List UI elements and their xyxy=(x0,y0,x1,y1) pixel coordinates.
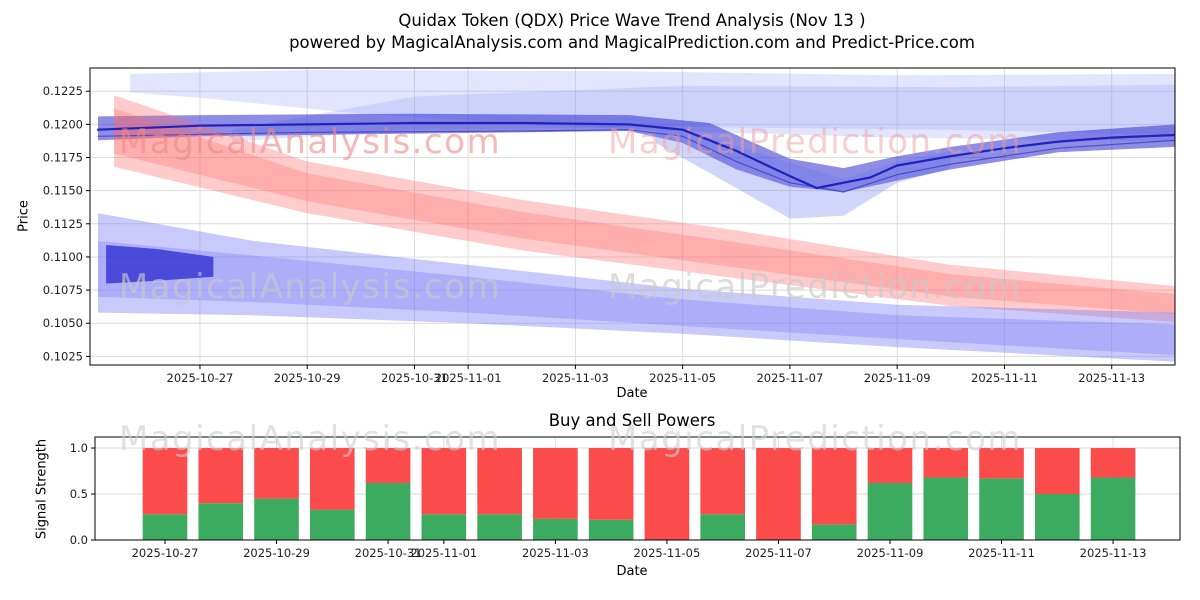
watermark-text: MagicalAnalysis.com xyxy=(119,267,501,307)
svg-text:2025-10-31: 2025-10-31 xyxy=(355,546,422,560)
signal-chart-title: Buy and Sell Powers xyxy=(548,411,716,430)
buy-bar xyxy=(309,509,355,540)
buy-bar xyxy=(588,519,634,540)
price-x-axis-label: Date xyxy=(616,386,648,401)
buy-bar xyxy=(700,514,745,540)
svg-text:0.0: 0.0 xyxy=(70,533,88,547)
buy-bar xyxy=(1034,494,1080,540)
sell-bar xyxy=(923,448,969,478)
figure-title-line1: Quidax Token (QDX) Price Wave Trend Anal… xyxy=(398,11,866,30)
buy-bar xyxy=(811,524,857,540)
sell-bar xyxy=(811,448,857,525)
svg-text:2025-10-29: 2025-10-29 xyxy=(243,546,310,560)
svg-text:2025-11-07: 2025-11-07 xyxy=(756,371,823,385)
svg-text:2025-11-09: 2025-11-09 xyxy=(857,546,924,560)
svg-text:2025-11-11: 2025-11-11 xyxy=(971,371,1038,385)
svg-text:0.5: 0.5 xyxy=(70,487,88,501)
left-historical-blob xyxy=(106,245,214,284)
watermark-text: MagicalPrediction.com xyxy=(608,122,1022,162)
sell-bar xyxy=(254,448,299,499)
sell-forecast-band-outer xyxy=(114,95,1175,322)
sell-bar xyxy=(142,448,188,515)
price-trend-line-secondary xyxy=(97,129,1175,193)
svg-text:2025-10-27: 2025-10-27 xyxy=(132,546,199,560)
lower-forecast-band-inner xyxy=(98,241,1175,356)
sell-bar xyxy=(700,448,745,515)
price-y-axis-label: Price xyxy=(16,200,32,232)
price-bands xyxy=(96,70,1175,362)
price-axis: 0.1025 0.1050 0.1075 0.1100 0.1125 0.1150 0.11… xyxy=(43,67,1176,385)
upper-forecast-band-outer xyxy=(130,70,1175,142)
svg-text:2025-11-05: 2025-11-05 xyxy=(649,371,716,385)
watermark-text: MagicalAnalysis.com xyxy=(119,419,501,459)
figure-title: Quidax Token (QDX) Price Wave Trend Anal… xyxy=(32,10,1200,54)
buy-bar xyxy=(421,514,467,540)
svg-text:2025-10-31: 2025-10-31 xyxy=(381,371,448,385)
svg-text:2025-11-13: 2025-11-13 xyxy=(1080,546,1147,560)
figure-title-line2: powered by MagicalAnalysis.com and Magic… xyxy=(289,33,975,52)
watermark-text: MagicalPrediction.com xyxy=(608,419,1022,459)
buy-bar xyxy=(198,503,244,540)
buy-bar xyxy=(477,514,522,540)
signal-y-axis-label: Signal Strength xyxy=(34,438,50,540)
svg-text:2025-10-27: 2025-10-27 xyxy=(167,371,234,385)
buy-bar xyxy=(867,482,913,540)
svg-text:0.1075: 0.1075 xyxy=(43,283,83,297)
signal-bars xyxy=(142,448,1136,540)
svg-text:0.1175: 0.1175 xyxy=(43,150,83,164)
sell-bar xyxy=(309,448,355,510)
sell-bar xyxy=(756,448,801,540)
svg-text:0.1200: 0.1200 xyxy=(43,117,83,131)
svg-text:1.0: 1.0 xyxy=(70,441,88,455)
watermark-text: MagicalAnalysis.com xyxy=(119,122,501,162)
sell-bar xyxy=(198,448,244,504)
price-trend-line xyxy=(96,121,1175,190)
sell-bar xyxy=(588,448,634,520)
svg-text:0.1150: 0.1150 xyxy=(43,184,83,198)
buy-bar xyxy=(365,482,411,540)
sell-bar xyxy=(644,448,690,540)
svg-text:2025-11-01: 2025-11-01 xyxy=(435,371,502,385)
lower-forecast-band-outer xyxy=(98,213,1175,362)
svg-text:2025-11-03: 2025-11-03 xyxy=(542,371,609,385)
svg-text:0.1025: 0.1025 xyxy=(43,349,83,363)
sell-bar xyxy=(477,448,522,515)
sell-bar xyxy=(867,448,913,483)
sell-bar xyxy=(421,448,467,515)
buy-bar xyxy=(533,518,578,540)
sell-forecast-band-inner xyxy=(114,108,1175,314)
watermark-text: MagicalPrediction.com xyxy=(608,267,1022,307)
svg-text:2025-11-11: 2025-11-11 xyxy=(968,546,1035,560)
buy-bar xyxy=(979,478,1024,540)
signal-x-axis-label: Date xyxy=(616,564,648,579)
svg-text:2025-10-29: 2025-10-29 xyxy=(274,371,341,385)
svg-text:0.1225: 0.1225 xyxy=(43,84,83,98)
svg-text:2025-11-01: 2025-11-01 xyxy=(410,546,477,560)
buy-bar xyxy=(1090,477,1136,540)
sell-bar xyxy=(533,448,578,519)
watermarks: MagicalAnalysis.com MagicalPrediction.com… xyxy=(119,122,1022,459)
svg-text:0.1050: 0.1050 xyxy=(43,316,83,330)
svg-text:2025-11-07: 2025-11-07 xyxy=(745,546,812,560)
svg-text:2025-11-13: 2025-11-13 xyxy=(1078,371,1145,385)
buy-bar xyxy=(142,514,188,540)
buy-bar xyxy=(254,498,299,540)
svg-text:2025-11-09: 2025-11-09 xyxy=(864,371,931,385)
svg-text:2025-11-05: 2025-11-05 xyxy=(633,546,700,560)
sell-bar xyxy=(1034,448,1080,495)
buy-bar xyxy=(923,477,969,540)
sell-bar xyxy=(365,448,411,483)
svg-text:2025-11-03: 2025-11-03 xyxy=(522,546,589,560)
svg-text:0.1125: 0.1125 xyxy=(43,217,83,231)
sell-bar xyxy=(1090,448,1136,478)
svg-text:0.1100: 0.1100 xyxy=(43,250,83,264)
sell-bar xyxy=(979,448,1024,479)
